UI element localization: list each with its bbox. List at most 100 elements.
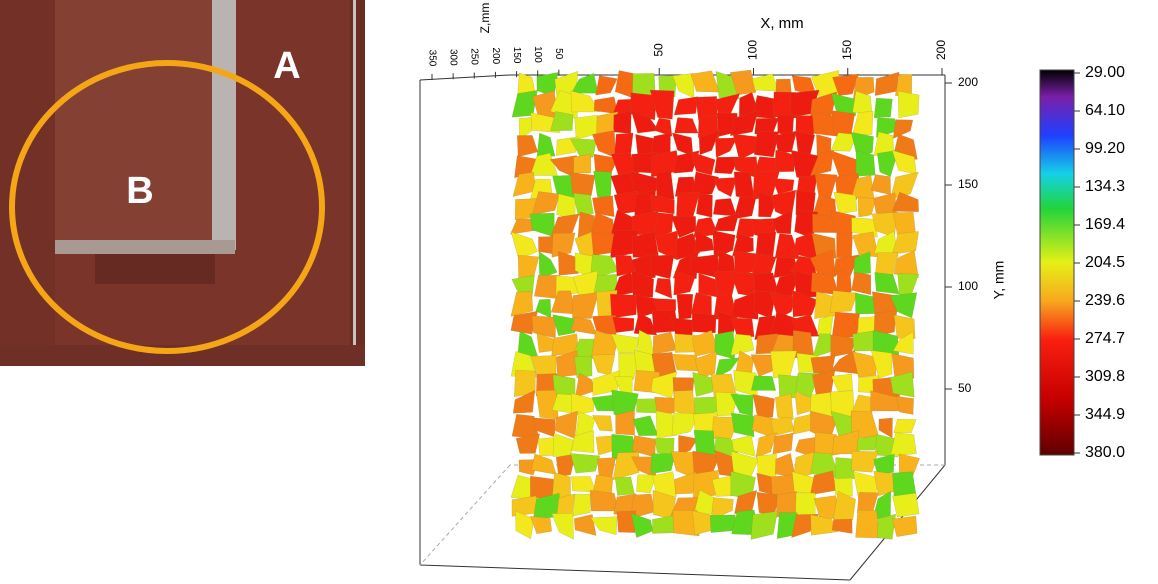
surface-cell [597, 457, 615, 476]
surface-cell [856, 510, 880, 538]
surface-cell [674, 97, 698, 115]
surface [510, 70, 919, 540]
colorbar-label: 169.4 [1085, 216, 1125, 233]
surface-cell [733, 134, 758, 160]
surface-cell [574, 356, 592, 378]
surface-cell [552, 513, 574, 539]
surface-cell [613, 317, 635, 333]
surface-cell [856, 151, 875, 177]
surface-cell [898, 91, 919, 118]
surface-cell [875, 272, 900, 293]
surface-cell [713, 198, 736, 216]
surface-cell [651, 454, 676, 474]
surface-cell [731, 413, 754, 437]
surface-cell [710, 515, 735, 533]
photo-label: A [273, 45, 300, 87]
surface-cell [594, 171, 612, 199]
z-tick-label: 200 [490, 48, 501, 65]
surface-cell [834, 192, 857, 214]
surface-cell [832, 430, 859, 454]
surface-cell [592, 130, 615, 157]
x-tick-label: 150 [840, 40, 854, 60]
surface-cell [692, 511, 712, 535]
z-tick-label: 350 [426, 50, 437, 67]
surface-cell [775, 394, 793, 420]
surface-cell [890, 372, 914, 398]
surface-cell [831, 374, 852, 392]
surface-cell [515, 511, 534, 539]
surface-cell [530, 213, 554, 237]
surface-cell [655, 278, 672, 298]
y-tick-label: 200 [958, 75, 978, 89]
figure: A B X, mm Y, mm Z,mm 5010015020050100150… [0, 0, 1158, 584]
surface-cell [691, 71, 720, 92]
z-tick-label: 300 [448, 49, 459, 66]
surface-cell [572, 292, 598, 318]
surface-cell [633, 416, 658, 436]
surface-cell [676, 192, 700, 219]
surface-cell [518, 255, 539, 279]
surface-cell [714, 177, 737, 196]
surface-cell [773, 433, 793, 454]
surface-cell [874, 98, 892, 118]
surface-cell [596, 76, 618, 96]
surface-cell [892, 493, 919, 517]
surface-cell [675, 118, 699, 134]
z-tick-label: 100 [532, 46, 543, 63]
surface-cell [813, 334, 832, 358]
figure-canvas: A B X, mm Y, mm Z,mm 5010015020050100150… [0, 0, 1158, 584]
colorbar-label: 29.00 [1085, 64, 1125, 81]
surface-cell [571, 453, 600, 473]
surface-cell [531, 454, 556, 475]
surface-cell [590, 490, 619, 511]
surface-cell [511, 232, 537, 260]
surface-cell [674, 472, 696, 494]
surface-cell [656, 171, 674, 199]
surface-cell [571, 476, 596, 492]
colorbar [1040, 70, 1074, 455]
surface-cell [897, 396, 914, 414]
colorbar-label: 204.5 [1085, 254, 1125, 271]
surface-cell [793, 414, 813, 434]
surface-cell [653, 332, 677, 355]
surface-cell [517, 135, 538, 156]
surface-cell [571, 173, 596, 196]
surface-cell [592, 354, 615, 375]
x-tick-label: 200 [934, 40, 948, 60]
surface-cell [815, 174, 837, 200]
surface-cell [714, 213, 739, 231]
surface-cell [830, 290, 858, 312]
surface-cell [810, 471, 836, 495]
surface-cell [652, 515, 676, 533]
surface-cell [536, 299, 551, 318]
surface-cell [892, 231, 919, 254]
surface-cell [871, 175, 891, 195]
y-tick-label: 100 [958, 279, 978, 293]
surface-cell [854, 252, 871, 275]
z-tick-label: 50 [553, 48, 564, 60]
surface-cell [574, 154, 591, 173]
colorbar-label: 274.7 [1085, 330, 1125, 347]
surface-cell [690, 152, 715, 176]
surface-cell [696, 194, 712, 217]
surface-cell [673, 354, 699, 371]
surface-cell [631, 513, 653, 537]
x-axis-label: X, mm [760, 15, 803, 32]
surface-cell [852, 272, 871, 295]
z-tick-label: 150 [511, 47, 522, 64]
z-tick-label: 250 [469, 48, 480, 65]
y-axis-label: Y, mm [991, 261, 1007, 300]
surface-cell [752, 74, 779, 91]
colorbar-label: 309.8 [1085, 368, 1125, 385]
surface-cell [894, 419, 917, 433]
surface-cell [530, 153, 557, 176]
surface-cell [751, 376, 776, 391]
surface-cell [532, 316, 556, 338]
surface-cell [537, 133, 555, 157]
surface-cell [573, 193, 593, 215]
surface-cell [692, 313, 716, 333]
surface-cell [892, 516, 917, 537]
surface-cell [573, 494, 590, 516]
x-tick-label: 100 [746, 40, 760, 60]
surface-cell [770, 351, 796, 378]
